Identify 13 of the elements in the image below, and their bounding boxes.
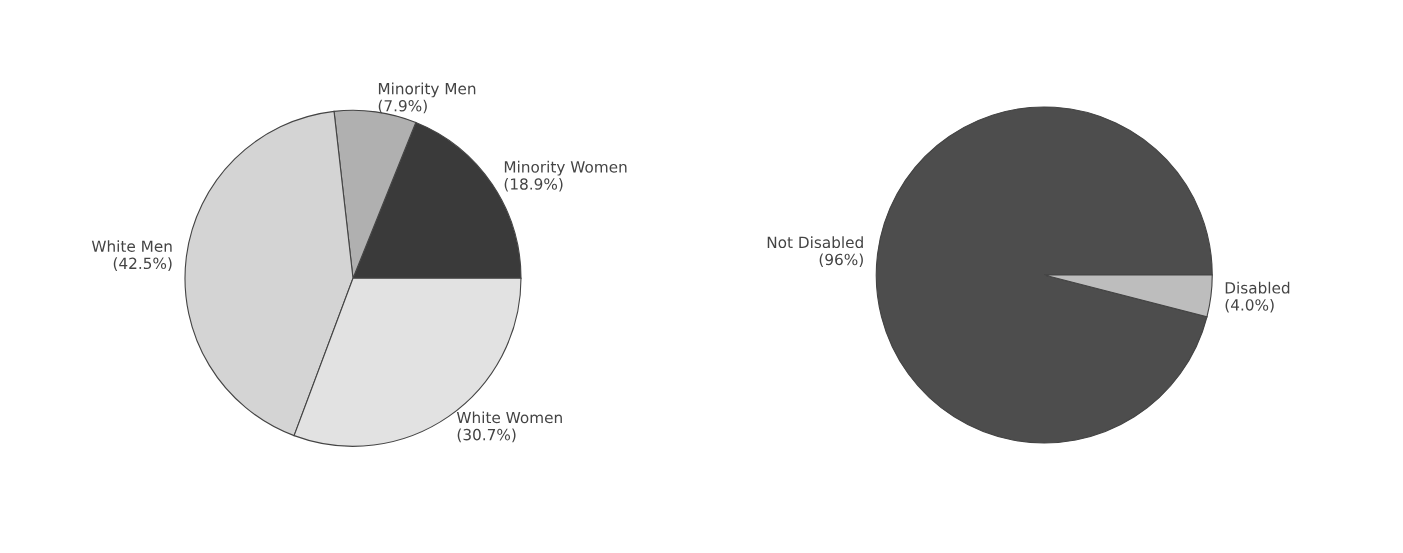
pie-slice [875, 106, 1213, 444]
slice-label: Minority Men [378, 82, 476, 98]
slice-label: White Men [91, 240, 172, 252]
slice-label: Minority Women [504, 160, 627, 176]
data-label: (30.7%) [457, 428, 516, 443]
data-label: (96%) [819, 253, 863, 268]
slice-label: White Women [456, 411, 562, 424]
data-label: (18.9%) [504, 177, 563, 192]
slice-label: Not Disabled [767, 236, 863, 249]
data-label: (4.0%) [1225, 298, 1274, 313]
data-label: (7.9%) [378, 99, 427, 114]
data-label: (42.5%) [113, 257, 172, 271]
slice-label: Disabled [1225, 281, 1290, 294]
